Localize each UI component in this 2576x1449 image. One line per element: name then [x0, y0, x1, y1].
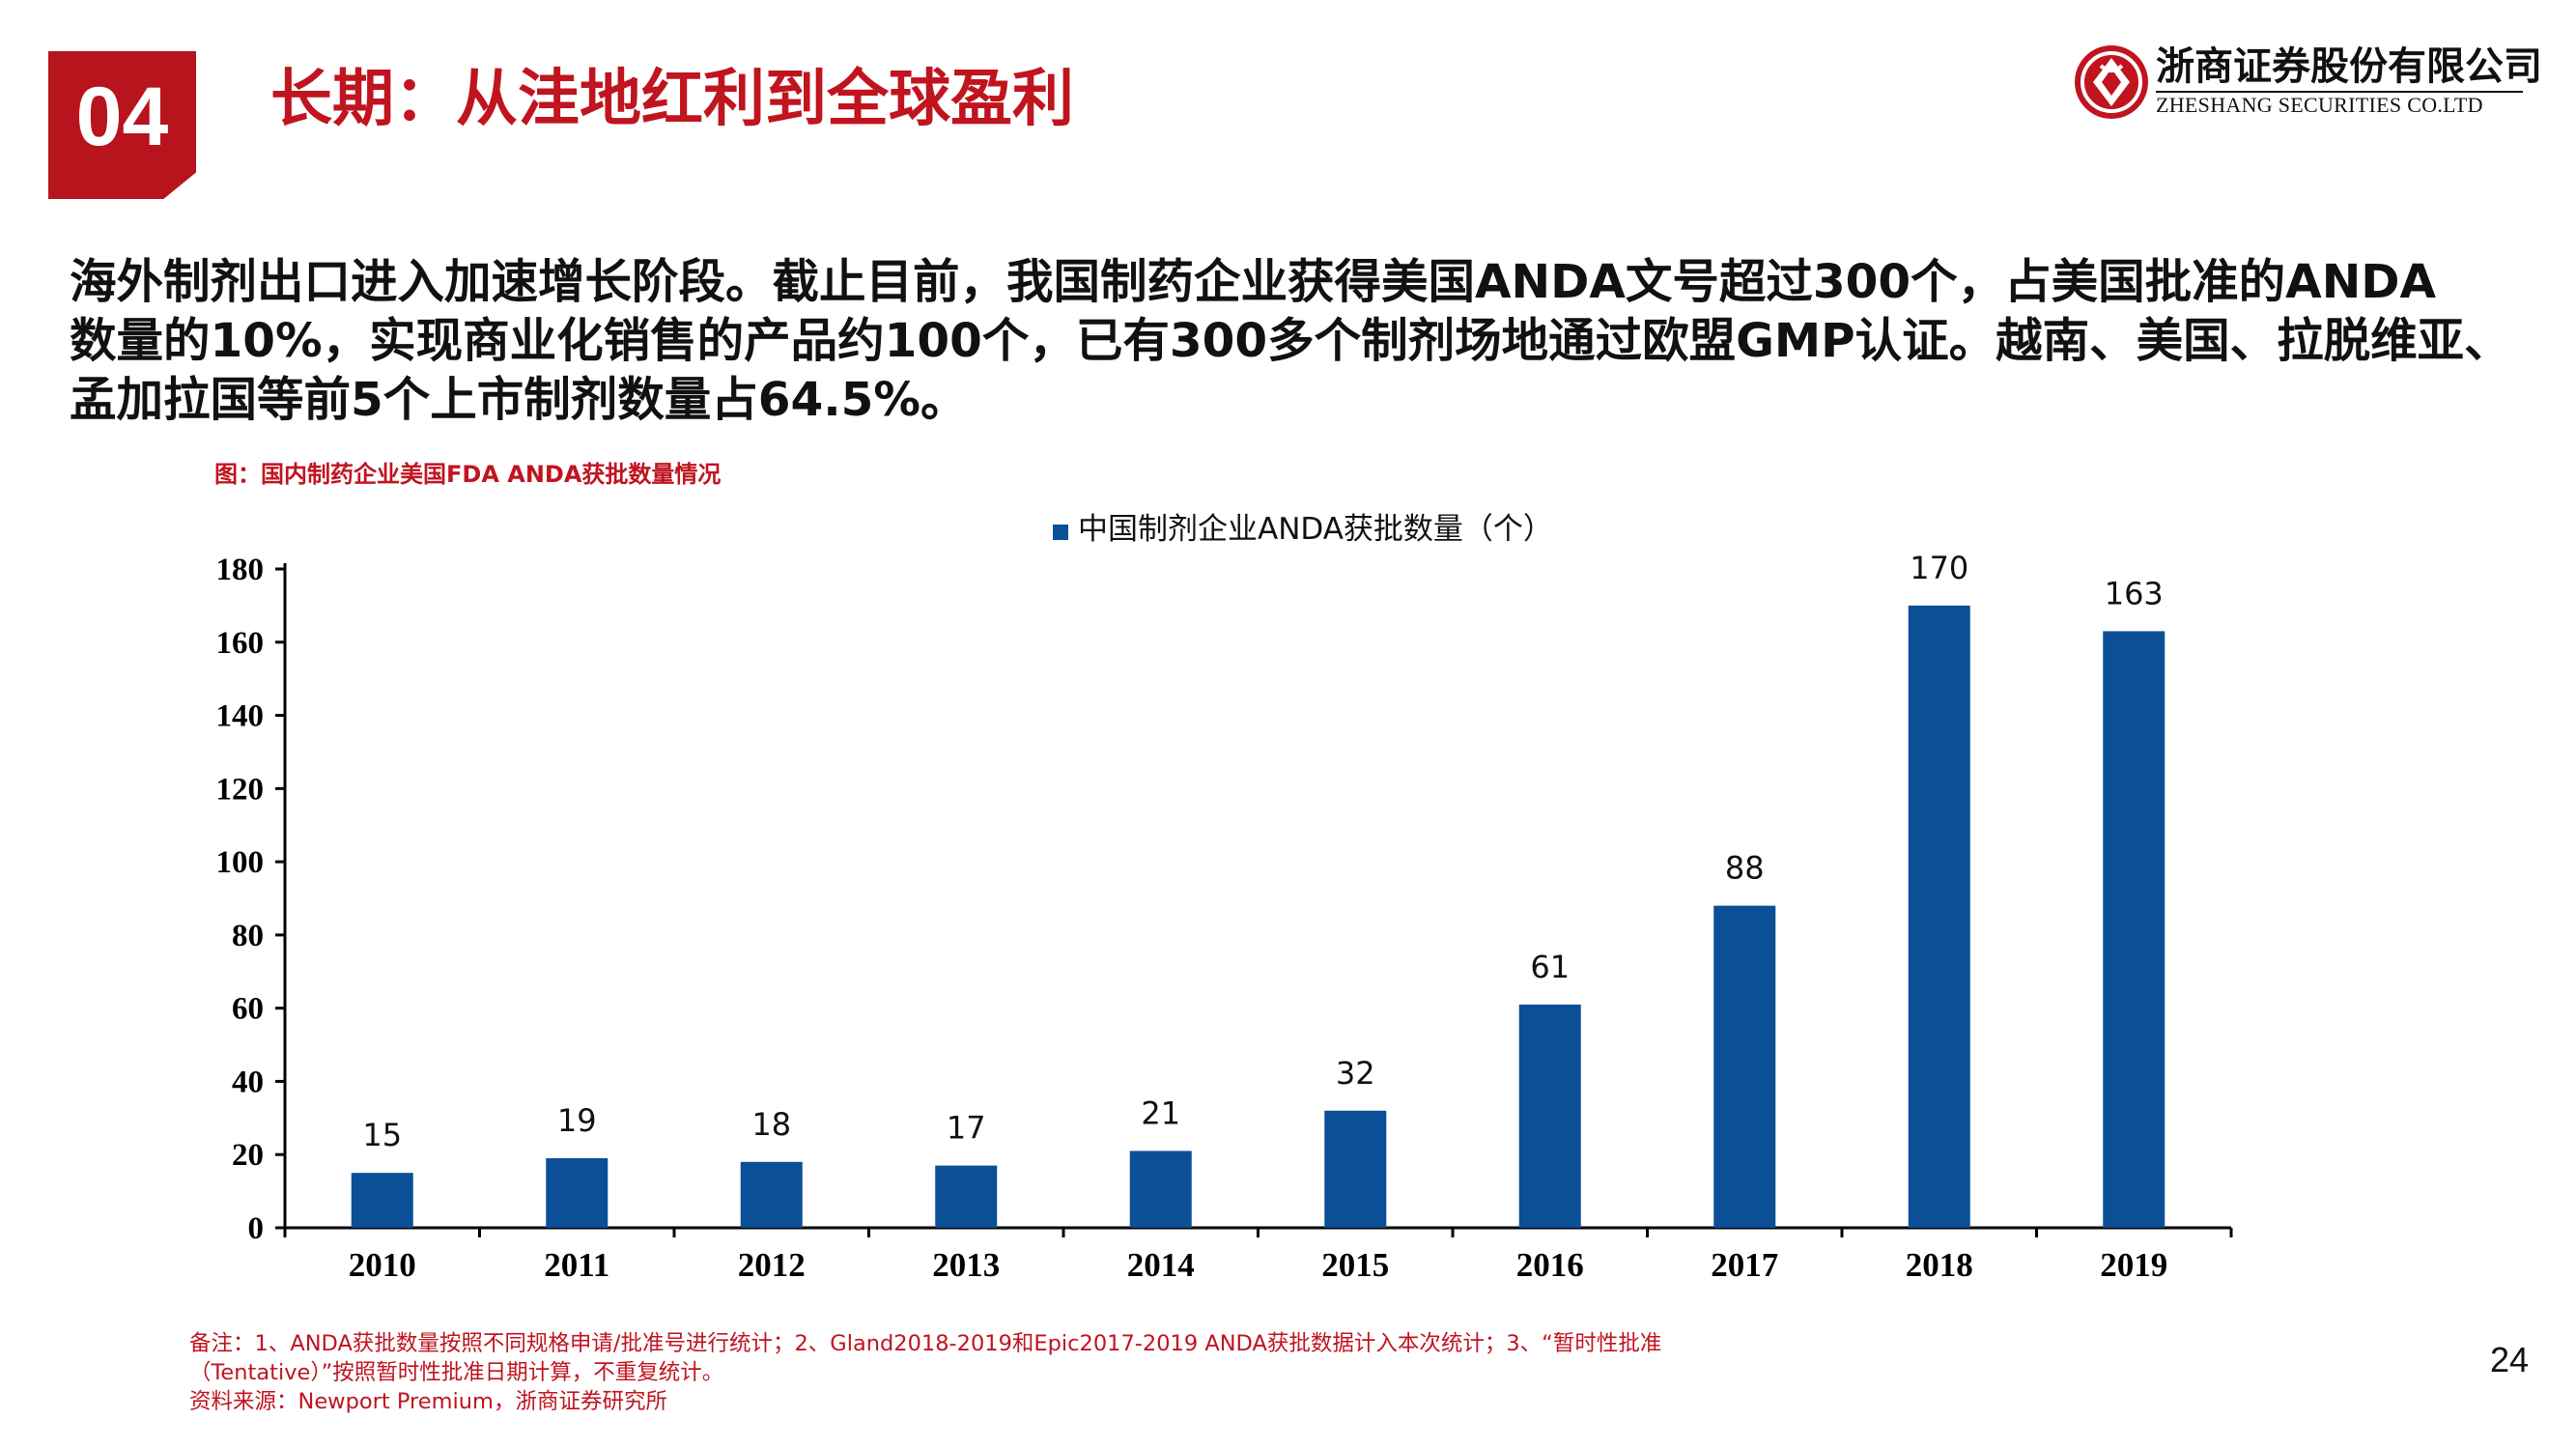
x-tick-label: 2012	[738, 1246, 806, 1284]
body-line: 数量的10%，实现商业化销售的产品约100个，已有300多个制剂场地通过欧盟GM…	[70, 314, 2511, 368]
legend-swatch	[1053, 525, 1068, 540]
page-number: 24	[2489, 1340, 2530, 1379]
bar	[546, 1158, 609, 1228]
x-tick-label: 2011	[544, 1246, 609, 1284]
footnote-line: 备注：1、ANDA获批数量按照不同规格申请/批准号进行统计；2、Gland201…	[189, 1331, 1662, 1356]
y-tick-label: 20	[232, 1138, 264, 1173]
footnote-line: 资料来源：Newport Premium，浙商证券研究所	[189, 1389, 667, 1414]
bar	[2103, 631, 2166, 1228]
x-tick-label: 2018	[1906, 1246, 1973, 1284]
body-line: 海外制剂出口进入加速增长阶段。截止目前，我国制药企业获得美国ANDA文号超过30…	[70, 255, 2437, 309]
company-name-en: ZHESHANG SECURITIES CO.LTD	[2156, 93, 2483, 117]
y-tick-label: 40	[232, 1065, 264, 1099]
x-tick-label: 2017	[1711, 1246, 1778, 1284]
data-label: 88	[1725, 850, 1765, 887]
body-line: 孟加拉国等前5个上市制剂数量占64.5%。	[70, 373, 968, 427]
y-tick-label: 100	[216, 845, 265, 880]
y-tick-label: 160	[216, 626, 265, 661]
zheshang-logo-icon	[2075, 45, 2148, 119]
bar	[1129, 1151, 1192, 1228]
x-tick-label: 2014	[1127, 1246, 1195, 1284]
y-tick-label: 80	[232, 919, 264, 953]
data-label: 163	[2105, 575, 2164, 611]
bar	[935, 1165, 998, 1228]
y-tick-label: 120	[216, 772, 265, 807]
data-label: 170	[1910, 550, 1968, 586]
x-tick-label: 2013	[932, 1246, 1000, 1284]
y-tick-label: 0	[248, 1211, 265, 1246]
y-tick-label: 180	[216, 553, 265, 587]
logo-divider	[2156, 91, 2523, 93]
bar	[351, 1173, 413, 1228]
slide-title: 长期：从洼地红利到全球盈利	[270, 64, 1074, 135]
y-tick-label: 140	[216, 699, 265, 734]
legend-label: 中国制剂企业ANDA获批数量（个）	[1078, 512, 1553, 547]
data-label: 19	[557, 1102, 597, 1139]
x-tick-label: 2015	[1321, 1246, 1389, 1284]
company-name-cn: 浙商证券股份有限公司	[2156, 43, 2542, 89]
footnotes: 备注：1、ANDA获批数量按照不同规格申请/批准号进行统计；2、Gland201…	[189, 1329, 2314, 1416]
x-tick-label: 2016	[1516, 1246, 1584, 1284]
bar	[1324, 1110, 1387, 1228]
body-paragraph: 海外制剂出口进入加速增长阶段。截止目前，我国制药企业获得美国ANDA文号超过30…	[70, 253, 2523, 430]
x-tick-label: 2010	[349, 1246, 416, 1284]
bar	[1908, 605, 1970, 1228]
data-label: 17	[947, 1110, 986, 1147]
data-label: 61	[1530, 949, 1570, 985]
section-number: 04	[75, 71, 169, 163]
data-label: 21	[1141, 1094, 1180, 1131]
data-label: 32	[1336, 1055, 1375, 1092]
y-tick-label: 60	[232, 992, 264, 1027]
bar	[1518, 1004, 1581, 1228]
section-badge: 04	[48, 51, 196, 199]
footnote-line: （Tentative）”按照暂时性批准日期计算，不重复统计。	[189, 1360, 724, 1385]
data-label: 15	[362, 1117, 402, 1153]
x-tick-label: 2019	[2100, 1246, 2167, 1284]
bar	[740, 1161, 803, 1228]
figure-caption: 图：国内制药企业美国FDA ANDA获批数量情况	[214, 461, 722, 488]
data-label: 18	[751, 1106, 791, 1143]
bar	[1713, 905, 1776, 1228]
